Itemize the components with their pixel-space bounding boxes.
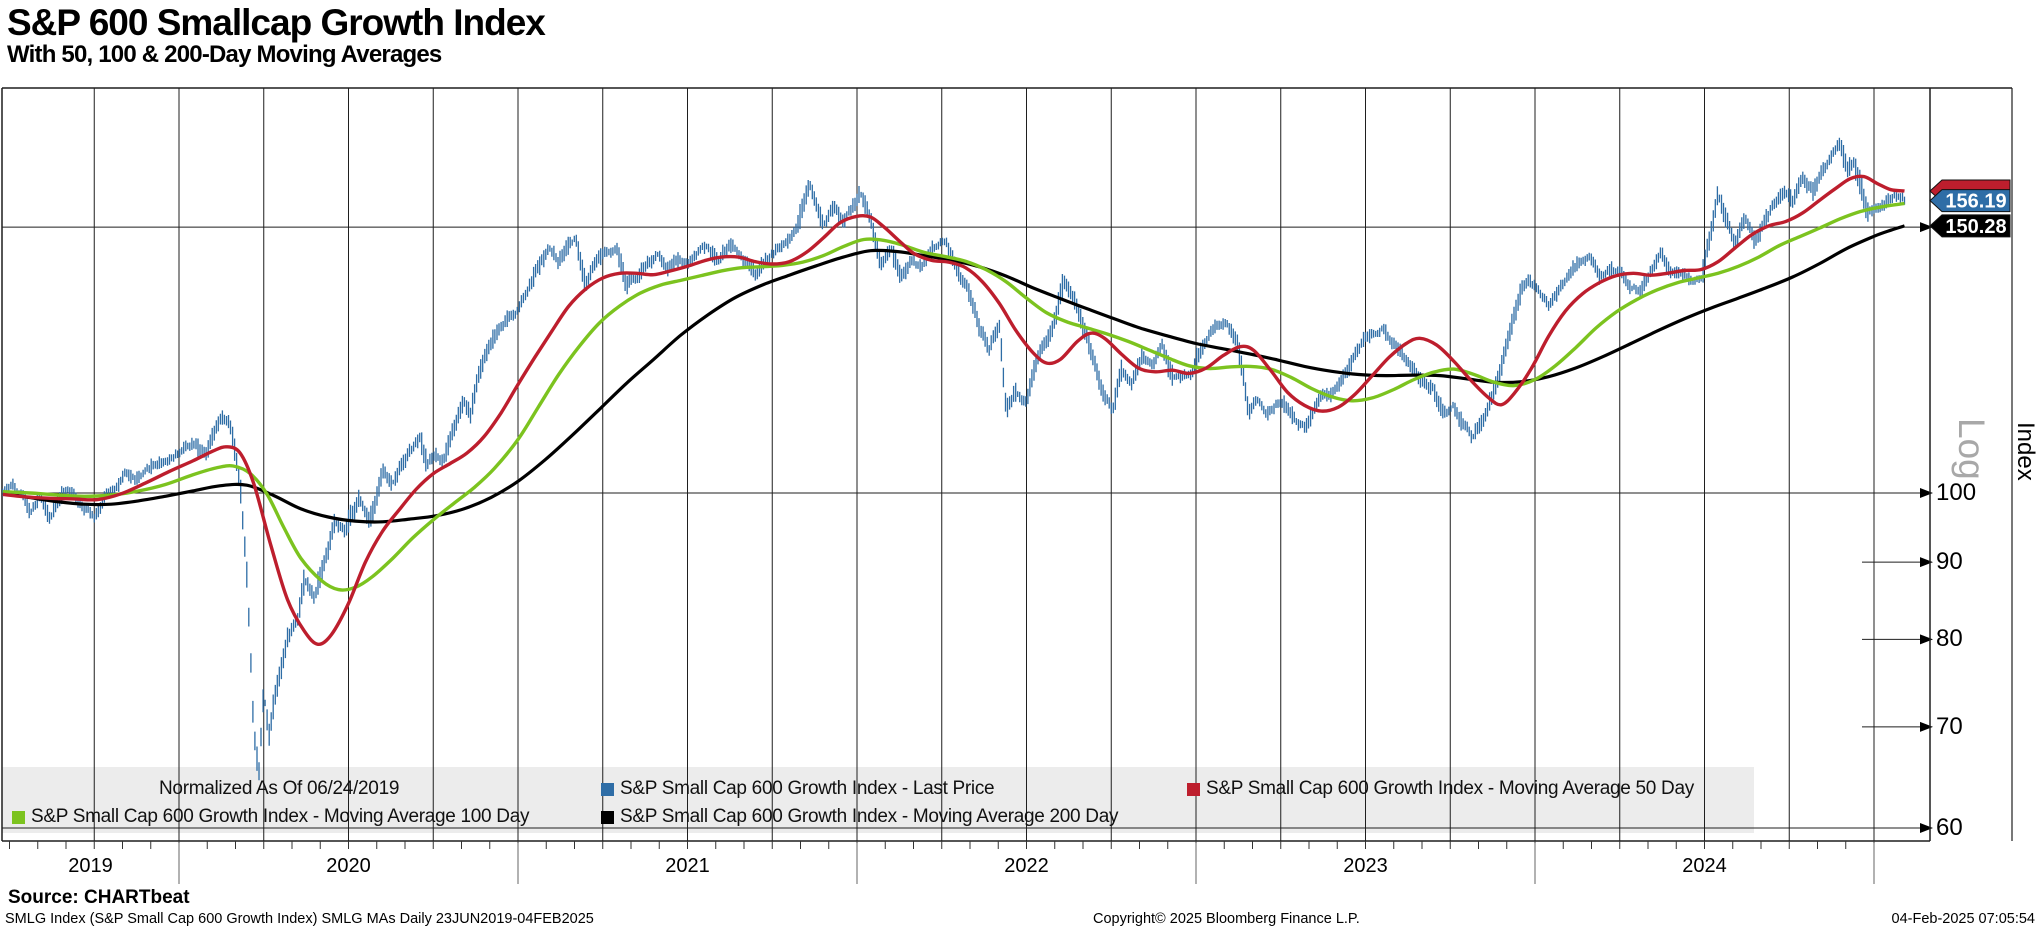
legend-label: S&P Small Cap 600 Growth Index - Last Pr…	[620, 778, 995, 799]
y-tick-label: 60	[1936, 813, 1963, 841]
series-layer	[2, 137, 1906, 781]
copyright-line: Copyright© 2025 Bloomberg Finance L.P.	[1093, 911, 1360, 927]
axis-arrow-icon	[1920, 634, 1933, 645]
price-tag	[1929, 214, 2011, 238]
ma50-swatch-icon	[1187, 782, 1200, 796]
series-ma50	[2, 174, 1905, 647]
x-year-label: 2021	[665, 855, 710, 877]
x-year-label: 2022	[1004, 855, 1049, 877]
chart-subtitle: With 50, 100 & 200-Day Moving Averages	[7, 41, 442, 68]
x-year-label: 2020	[326, 855, 371, 877]
y-tick-label: 80	[1936, 625, 1963, 653]
series-ma200	[2, 224, 1905, 524]
series-last-price	[2, 137, 1906, 781]
y-tick-label: 100	[1936, 479, 1977, 506]
legend-item-ma100: S&P Small Cap 600 Growth Index - Moving …	[12, 805, 530, 829]
price-tag-value: 156.19	[1945, 191, 2006, 213]
series-ma100	[2, 201, 1905, 592]
axis-arrow-icon	[1920, 557, 1933, 568]
legend-label: S&P Small Cap 600 Growth Index - Moving …	[1206, 778, 1694, 799]
legend-item-ma200: S&P Small Cap 600 Growth Index - Moving …	[601, 805, 1119, 829]
legend-label: S&P Small Cap 600 Growth Index - Moving …	[31, 806, 530, 827]
last-price-swatch-icon	[601, 782, 614, 796]
x-year-label: 2019	[68, 855, 113, 877]
axis-arrow-icon	[1920, 222, 1933, 233]
ticker-meta-line: SMLG Index (S&P Small Cap 600 Growth Ind…	[5, 911, 594, 927]
ma100-swatch-icon	[12, 810, 25, 824]
ma200-swatch-icon	[601, 810, 614, 824]
price-tag-value: 150.28	[1945, 216, 2006, 238]
source-line: Source: CHARTbeat	[8, 887, 190, 908]
axis-arrow-icon	[1920, 721, 1933, 732]
y-tick-label: 70	[1936, 712, 1963, 740]
y-tick-label: 90	[1936, 548, 1963, 576]
axis-arrow-icon	[1920, 488, 1933, 498]
legend-item-ma50: S&P Small Cap 600 Growth Index - Moving …	[1187, 777, 1694, 801]
x-year-label: 2024	[1682, 855, 1727, 877]
y-axis-title: Index	[2012, 422, 2039, 481]
y-axis-scale-label: Log	[1951, 418, 1992, 480]
legend-item-last-price: S&P Small Cap 600 Growth Index - Last Pr…	[601, 777, 995, 801]
legend-label: S&P Small Cap 600 Growth Index - Moving …	[620, 806, 1119, 827]
legend-band	[2, 767, 1754, 833]
x-year-label: 2023	[1343, 855, 1388, 877]
timestamp-line: 04-Feb-2025 07:05:54	[1891, 911, 2036, 927]
page-title: S&P 600 Smallcap Growth Index	[7, 2, 546, 43]
price-tag	[1929, 189, 2011, 213]
legend-normalized-note: Normalized As Of 06/24/2019	[159, 778, 400, 799]
axis-arrow-icon	[1920, 822, 1933, 833]
